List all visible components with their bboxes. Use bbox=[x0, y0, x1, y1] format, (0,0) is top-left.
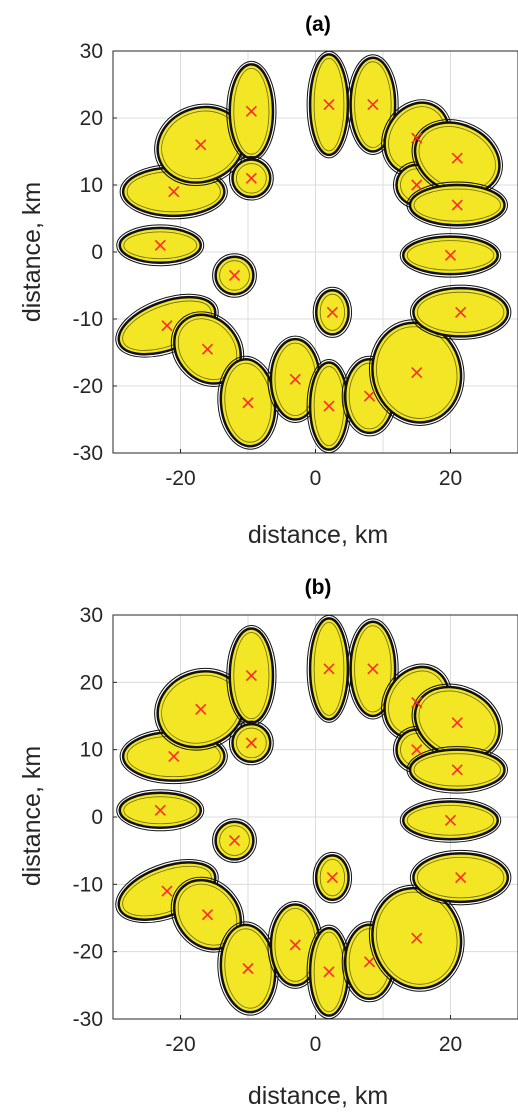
data-point-marker bbox=[201, 343, 214, 355]
data-point-marker bbox=[323, 966, 335, 978]
data-point-marker bbox=[161, 320, 173, 332]
data-point-marker bbox=[201, 909, 214, 921]
data-point-marker bbox=[161, 885, 173, 897]
x-axis-label: distance, km bbox=[248, 1082, 388, 1110]
data-point-marker bbox=[367, 663, 379, 675]
data-point-marker bbox=[363, 956, 376, 968]
x-tick-label: 0 bbox=[310, 1033, 322, 1056]
y-tick-label: 10 bbox=[80, 174, 103, 197]
data-point-marker bbox=[245, 737, 257, 749]
data-point-marker bbox=[326, 306, 338, 318]
panel-a: (a) 30 20 10 0 -10 -20 -30 -20 0 20 distance, km… bbox=[18, 13, 518, 549]
data-point-marker bbox=[168, 750, 180, 762]
y-tick-label: 20 bbox=[80, 671, 103, 694]
x-tick-label: 20 bbox=[439, 1033, 462, 1056]
y-tick-label: -10 bbox=[73, 873, 103, 896]
data-point-marker bbox=[326, 872, 338, 884]
data-point-marker bbox=[455, 306, 467, 318]
data-point-marker bbox=[195, 139, 207, 151]
data-point-marker bbox=[411, 179, 423, 191]
y-tick-label: 0 bbox=[91, 241, 103, 264]
data-point-marker bbox=[245, 670, 257, 682]
data-point-marker bbox=[245, 105, 257, 117]
data-point-marker bbox=[444, 249, 457, 261]
data-point-marker bbox=[451, 152, 463, 164]
data-point-marker bbox=[411, 932, 423, 944]
data-point-marker bbox=[323, 400, 335, 412]
y-tick-label: -20 bbox=[73, 941, 103, 964]
data-point-marker bbox=[411, 696, 423, 709]
data-point-marker bbox=[289, 373, 301, 385]
data-point-marker bbox=[228, 835, 241, 847]
y-tick-label: 10 bbox=[80, 739, 103, 762]
y-tick-label: 0 bbox=[91, 806, 103, 829]
data-point-marker bbox=[363, 390, 376, 402]
data-point-marker bbox=[228, 269, 241, 282]
data-point-marker bbox=[154, 239, 166, 251]
data-point-marker bbox=[242, 962, 254, 975]
data-point-marker bbox=[323, 663, 335, 675]
y-tick-label: 30 bbox=[80, 40, 103, 63]
data-point-marker bbox=[154, 804, 166, 816]
x-tick-label: 0 bbox=[310, 467, 322, 490]
data-point-marker bbox=[451, 199, 463, 211]
data-point-marker bbox=[195, 703, 207, 715]
data-point-marker bbox=[323, 99, 335, 111]
data-point-marker bbox=[245, 172, 257, 184]
data-point-marker bbox=[455, 872, 467, 884]
panel-title: (b) bbox=[305, 576, 332, 599]
panel-b: (b) 30 20 10 0 -10 -20 -30 -20 0 20 distance, km… bbox=[18, 576, 518, 1110]
y-axis-label: distance, km bbox=[18, 746, 46, 886]
data-point-marker bbox=[451, 717, 463, 729]
data-point-marker bbox=[451, 764, 463, 776]
x-tick-label: -20 bbox=[165, 1033, 195, 1056]
data-point-marker bbox=[367, 99, 379, 111]
y-tick-label: -20 bbox=[73, 375, 103, 398]
data-point-marker bbox=[242, 397, 254, 409]
data-point-marker bbox=[444, 814, 457, 826]
y-tick-label: -10 bbox=[73, 308, 103, 331]
panel-title: (a) bbox=[305, 13, 331, 36]
y-tick-label: 30 bbox=[80, 604, 103, 627]
x-tick-label: -20 bbox=[165, 467, 195, 490]
data-point-marker bbox=[168, 186, 180, 198]
y-tick-label: 20 bbox=[80, 107, 103, 130]
data-point-marker bbox=[411, 132, 423, 144]
y-tick-label: -30 bbox=[73, 1008, 103, 1031]
y-tick-label: -30 bbox=[73, 442, 103, 465]
data-point-marker bbox=[289, 939, 301, 951]
data-point-marker bbox=[411, 367, 423, 379]
y-axis-label: distance, km bbox=[18, 182, 46, 322]
x-axis-label: distance, km bbox=[248, 521, 388, 549]
x-tick-label: 20 bbox=[439, 467, 462, 490]
data-point-marker bbox=[411, 744, 423, 756]
